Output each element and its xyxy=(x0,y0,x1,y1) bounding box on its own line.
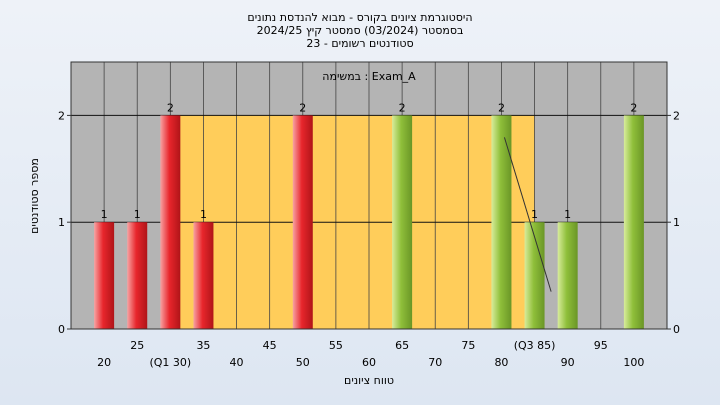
bar-0 xyxy=(94,222,115,329)
x-tick-label: 60 xyxy=(362,356,376,369)
bar-value-label: 2 xyxy=(167,101,174,114)
y-tick-left: 2 xyxy=(58,109,65,122)
bar-4 xyxy=(292,115,313,330)
bar-6 xyxy=(491,115,512,330)
exam-annotation: במשימה : Exam_A xyxy=(322,70,416,83)
y-tick-right: 0 xyxy=(673,323,680,336)
bars: 1 1 2 1 2 2 2 1 1 2 xyxy=(94,101,644,330)
y-tick-right: 1 xyxy=(673,216,680,229)
x-tick-label: 100 xyxy=(623,356,644,369)
chart-title-line-2: בסמסטר (03/2024) סמסטר קיץ 2024/25 xyxy=(256,24,464,37)
x-tick-label: 55 xyxy=(329,339,343,352)
bar-8 xyxy=(557,222,578,329)
chart-title-line-1: היסטוגרמת ציונים בקורס - מבוא להנדסת נתו… xyxy=(247,11,473,24)
bar-value-label: 1 xyxy=(101,208,108,221)
x-axis-label: טווח ציונים xyxy=(344,374,394,387)
bar-5 xyxy=(392,115,413,330)
x-tick-label: 75 xyxy=(461,339,475,352)
bar-value-label: 1 xyxy=(531,208,538,221)
x-tick-label: 70 xyxy=(428,356,442,369)
bar-value-label: 2 xyxy=(299,101,306,114)
x-tick-label: 95 xyxy=(594,339,608,352)
bar-1 xyxy=(127,222,148,329)
x-tick-label: 40 xyxy=(230,356,244,369)
x-tick-label: 80 xyxy=(494,356,508,369)
bar-9 xyxy=(623,115,644,330)
x-tick-label: 35 xyxy=(196,339,210,352)
x-tick-label: 20 xyxy=(97,356,111,369)
y-axis-label: מספר סטודנטים xyxy=(28,158,41,234)
axes: 0 0 1 1 2 2 20 (Q1 30) 40 50 60 70 80 90 100 25 35 45 55 65… xyxy=(58,61,680,369)
plot-border xyxy=(70,61,668,330)
y-tick-left: 1 xyxy=(58,216,65,229)
x-tick-label: 45 xyxy=(263,339,277,352)
bar-7 xyxy=(524,222,545,329)
y-tick-left: 0 xyxy=(58,323,65,336)
x-tick-label: 65 xyxy=(395,339,409,352)
bar-value-label: 2 xyxy=(399,101,406,114)
x-tick-label: 90 xyxy=(561,356,575,369)
y-tick-right: 2 xyxy=(673,109,680,122)
bar-value-label: 1 xyxy=(564,208,571,221)
bar-value-label: 1 xyxy=(134,208,141,221)
x-tick-label: (Q1 30) xyxy=(149,356,191,369)
bar-3 xyxy=(193,222,214,329)
chart-title-line-3: סטודנטים רשומים - 23 xyxy=(306,37,414,50)
x-tick-label: 25 xyxy=(130,339,144,352)
bar-value-label: 2 xyxy=(498,101,505,114)
x-tick-label: 50 xyxy=(296,356,310,369)
bar-2 xyxy=(160,115,181,330)
bar-value-label: 2 xyxy=(630,101,637,114)
bar-value-label: 1 xyxy=(200,208,207,221)
trend-line xyxy=(503,137,552,292)
x-tick-label: (Q3 85) xyxy=(514,339,556,352)
